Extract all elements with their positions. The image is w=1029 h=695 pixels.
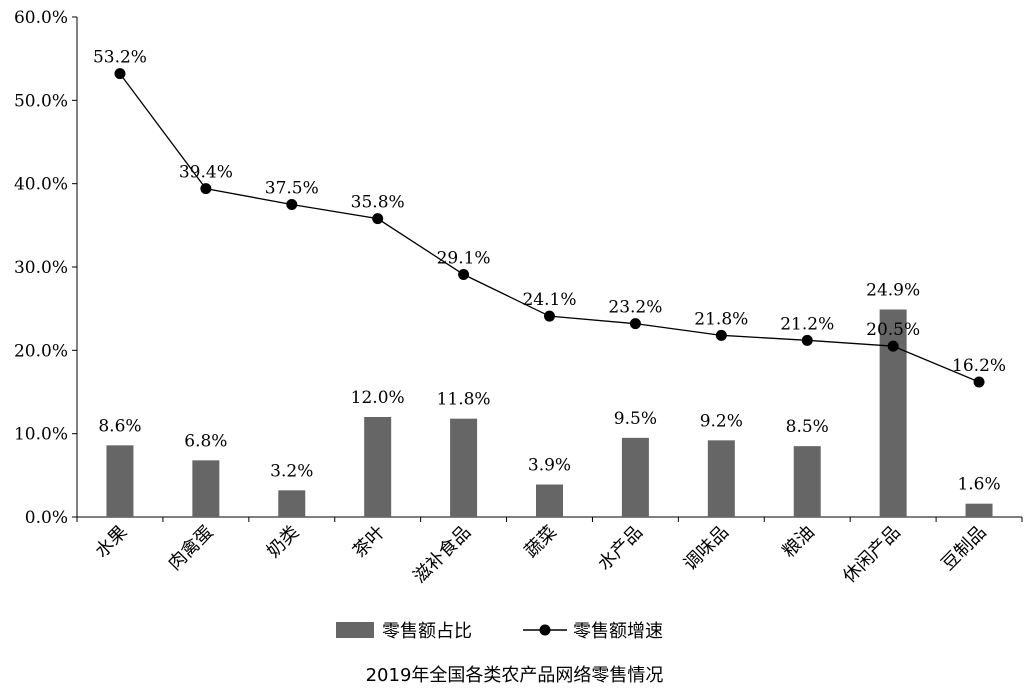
line-data-label: 53.2% xyxy=(93,48,147,68)
line-data-label: 35.8% xyxy=(351,193,405,213)
line-data-label: 24.1% xyxy=(522,290,576,310)
x-tick-label: 粮油 xyxy=(778,522,818,562)
y-tick-label: 0.0% xyxy=(25,508,68,528)
line-point xyxy=(544,310,555,322)
line-data-label: 21.8% xyxy=(694,309,748,329)
x-tick-label: 水产品 xyxy=(594,522,647,575)
line-point xyxy=(200,183,212,195)
bar xyxy=(364,417,392,517)
line-point xyxy=(458,269,470,280)
legend: 零售额占比 零售额增速 xyxy=(336,621,663,642)
line-series xyxy=(114,68,985,388)
y-tick-label: 10.0% xyxy=(14,425,68,445)
x-tick-label: 肉禽蛋 xyxy=(164,522,217,575)
line-point xyxy=(973,376,985,388)
line-point xyxy=(715,329,727,341)
bar xyxy=(278,490,306,517)
x-tick-label: 奶类 xyxy=(263,522,303,562)
chart-title: 2019年全国各类农产品网络零售情况 xyxy=(366,665,664,686)
bar xyxy=(450,418,478,517)
bar-series xyxy=(106,309,993,517)
bar-data-label: 8.5% xyxy=(786,417,829,437)
line-point xyxy=(887,340,899,352)
bar xyxy=(536,484,563,517)
y-tick-label: 60.0% xyxy=(14,8,68,28)
x-tick-label: 蔬菜 xyxy=(521,522,561,562)
line-data-label: 23.2% xyxy=(608,298,662,318)
line-point xyxy=(286,199,298,210)
bar xyxy=(621,437,649,517)
line-point xyxy=(372,213,384,225)
bar-data-label: 24.9% xyxy=(866,281,920,301)
line-data-label: 20.5% xyxy=(866,320,920,340)
y-tick-label: 40.0% xyxy=(14,175,68,195)
legend-bar-swatch xyxy=(336,622,374,638)
line-data-label: 37.5% xyxy=(265,179,319,199)
bar xyxy=(965,503,993,517)
bar xyxy=(879,309,907,517)
line-data-label: 16.2% xyxy=(952,356,1006,376)
y-tick-label: 30.0% xyxy=(14,258,68,278)
x-tick-label: 水果 xyxy=(91,522,131,562)
data-labels: 8.6% 6.8% 3.2% 12.0% 11.8% 3.9% 9.5% 9.2% 8.5% 24… xyxy=(93,48,1006,495)
line-data-label: 29.1% xyxy=(437,249,491,269)
y-tick-label: 20.0% xyxy=(14,341,68,361)
legend-line-label: 零售额增速 xyxy=(573,621,663,642)
x-tick-label: 豆制品 xyxy=(938,522,991,575)
bar xyxy=(106,445,134,517)
bar xyxy=(707,440,735,517)
legend-line-marker xyxy=(539,624,551,636)
x-tick-label: 茶叶 xyxy=(349,522,389,562)
bar-data-label: 12.0% xyxy=(351,388,405,408)
bar-data-label: 11.8% xyxy=(437,390,491,410)
x-tick-label: 休闲产品 xyxy=(839,522,905,588)
growth-line xyxy=(119,73,980,383)
line-point xyxy=(801,334,813,346)
line-data-label: 21.2% xyxy=(780,314,834,334)
bar-data-label: 8.6% xyxy=(98,416,141,436)
line-point xyxy=(114,68,126,80)
bar-data-label: 6.8% xyxy=(184,431,227,451)
bar xyxy=(793,446,821,517)
line-data-label: 39.4% xyxy=(179,163,233,183)
bar-data-label: 3.2% xyxy=(270,461,313,481)
bar-data-label: 1.6% xyxy=(957,475,1000,495)
bar-data-label: 9.2% xyxy=(700,411,743,431)
legend-bar-label: 零售额占比 xyxy=(382,621,472,642)
bar-data-label: 3.9% xyxy=(528,456,571,476)
bar-data-label: 9.5% xyxy=(614,409,657,429)
y-tick-label: 50.0% xyxy=(14,91,68,111)
bar xyxy=(192,460,220,517)
x-tick-label: 调味品 xyxy=(680,522,733,575)
line-point xyxy=(629,318,641,330)
x-tick-label: 滋补食品 xyxy=(409,522,475,588)
